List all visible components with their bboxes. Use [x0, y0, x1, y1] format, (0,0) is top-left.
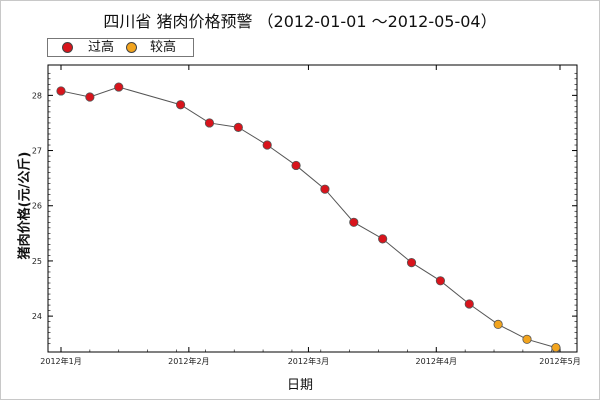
- x-tick-label: 2012年2月: [168, 356, 209, 366]
- data-point: [349, 217, 359, 227]
- x-tick-label: 2012年1月: [40, 356, 81, 366]
- data-point: [406, 257, 417, 268]
- data-point: [551, 342, 561, 353]
- series-line: [60, 86, 557, 349]
- y-tick-label: 28: [32, 91, 42, 100]
- data-point: [493, 319, 503, 330]
- data-point: [114, 82, 124, 92]
- x-tick-label: 2012年3月: [288, 356, 329, 366]
- y-tick-label: 25: [32, 257, 42, 266]
- data-point: [522, 334, 532, 344]
- data-point: [175, 100, 186, 110]
- y-tick-label: 27: [32, 147, 42, 156]
- data-point: [233, 122, 243, 132]
- data-point: [85, 92, 95, 102]
- data-point: [464, 299, 474, 309]
- x-tick-label: 2012年5月: [539, 356, 580, 366]
- data-point: [378, 234, 388, 244]
- data-point: [204, 118, 215, 128]
- data-point: [291, 160, 301, 171]
- plot-area: [47, 64, 578, 353]
- data-point: [56, 86, 66, 96]
- legend-dot-high: [62, 42, 73, 53]
- legend-item-elevated: 较高: [120, 39, 192, 56]
- legend-label-elevated: 较高: [150, 40, 177, 55]
- y-tick-label: 24: [32, 312, 42, 321]
- data-point: [320, 184, 330, 194]
- x-axis-label: 日期: [286, 378, 313, 393]
- legend-dot-elevated: [126, 42, 137, 53]
- y-axis-label: 猪肉价格(元/公斤): [17, 151, 33, 260]
- legend-label-high: 过高: [88, 40, 115, 55]
- legend-item-high: 过高: [48, 39, 118, 56]
- y-tick-label: 26: [32, 202, 42, 211]
- data-point: [435, 276, 446, 286]
- legend: 过高 较高: [47, 38, 194, 57]
- x-tick-label: 2012年4月: [416, 356, 457, 366]
- chart-title: 四川省 猪肉价格预警 （2012-01-01 ～2012-05-04）: [103, 12, 497, 31]
- data-point: [262, 140, 272, 150]
